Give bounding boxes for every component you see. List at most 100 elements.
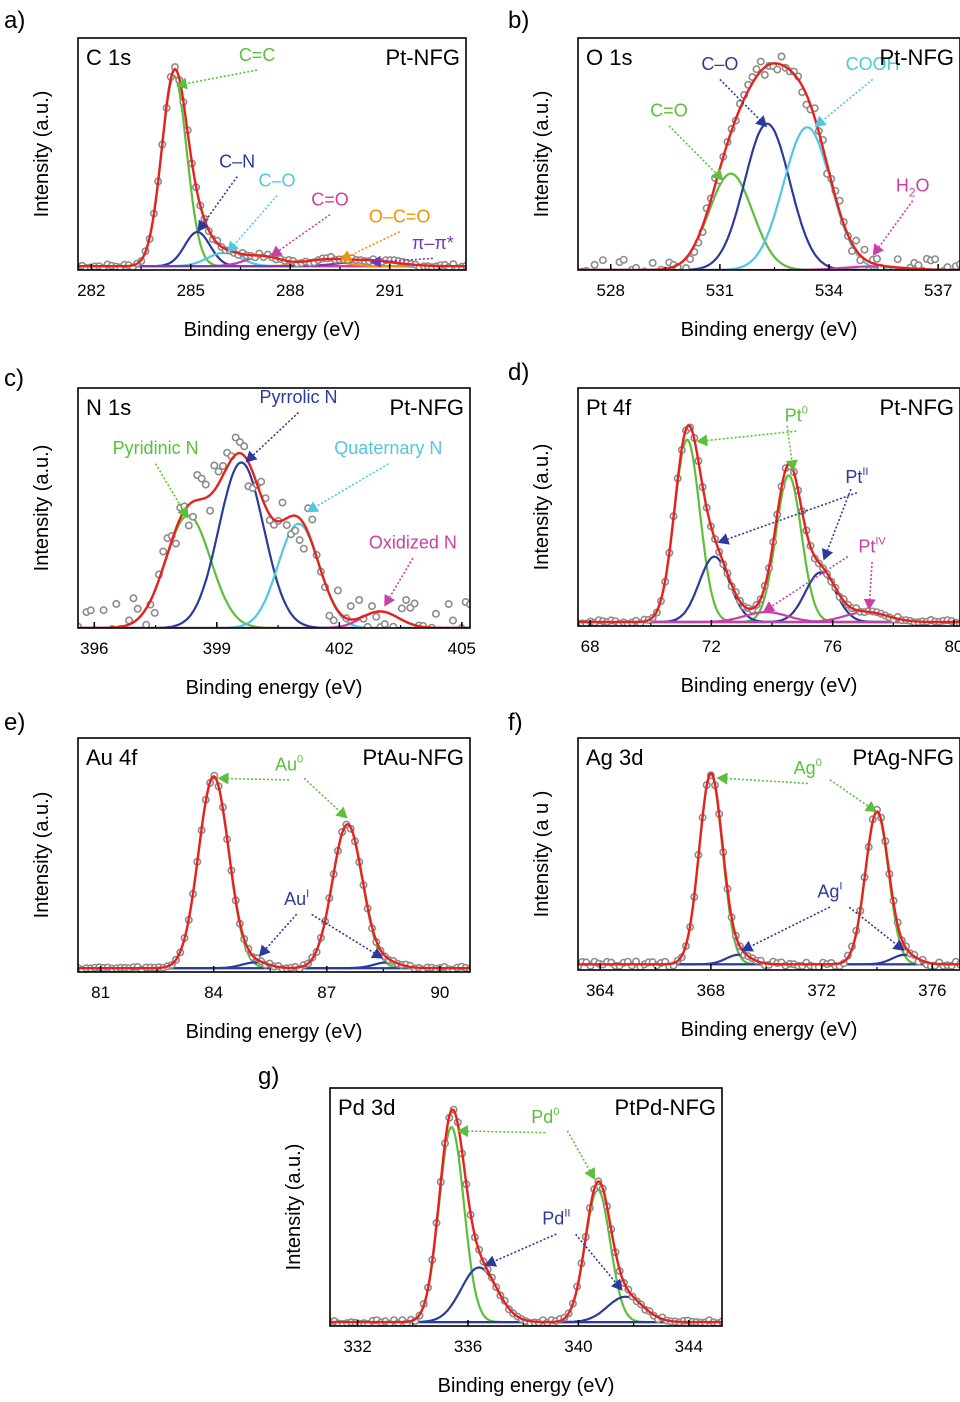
x-axis-label: Binding energy (eV) [184, 319, 361, 341]
panel-label: c) [4, 365, 24, 392]
data-point [756, 57, 765, 66]
annotation-arrow-head [717, 533, 730, 545]
data-point [598, 256, 607, 265]
annotation-arrow-head [339, 250, 353, 262]
spectrum-label: Au 4f [86, 745, 138, 770]
xps-panel-4: d) Pt0 PtII PtIV 68 72 76 80 Pt 4f Pt-NFG Binding … [508, 359, 960, 697]
x-tick-label: 336 [454, 1337, 482, 1356]
component-curve [578, 474, 960, 624]
x-tick-label: 531 [706, 281, 734, 300]
annotation-arrow-head [711, 168, 724, 181]
data-point [295, 536, 304, 545]
plot-area [575, 52, 960, 283]
annotation-arrow-line [719, 78, 761, 120]
annotation-arrow-line [575, 1233, 617, 1283]
data-point [949, 272, 955, 278]
envelope-curve [78, 774, 470, 970]
annotation-arrow-head [245, 450, 258, 463]
data-point [582, 266, 591, 270]
envelope-curve [578, 424, 960, 624]
annotation-label: AgI [817, 881, 842, 902]
data-point [257, 477, 266, 486]
sample-label: PtAu-NFG [363, 745, 464, 770]
x-tick-label: 537 [924, 281, 952, 300]
annotation-arrow-head [872, 243, 885, 256]
annotation-arrow-line [771, 555, 849, 607]
data-point [441, 636, 447, 642]
annotation-label: PdII [542, 1208, 570, 1229]
annotation-label: C=C [239, 45, 276, 65]
annotation-arrow-head [177, 506, 189, 519]
component-curve [578, 438, 960, 624]
annotation-arrow-line [380, 257, 433, 263]
annotation-arrow-line [727, 491, 858, 540]
data-point [282, 521, 291, 530]
data-point [218, 461, 227, 470]
annotation-label: Pd0 [531, 1106, 559, 1127]
data-point [122, 640, 128, 646]
component-curve [578, 172, 960, 270]
data-point [139, 630, 145, 636]
component-curve [78, 461, 470, 628]
component-curve [578, 773, 960, 966]
annotation-arrow-head [892, 939, 905, 951]
data-point [752, 65, 761, 74]
annotation-arrow-line [868, 562, 873, 600]
plot-frame [329, 1087, 723, 1327]
annotation-arrow-head [821, 548, 834, 561]
x-tick-label: 399 [203, 639, 231, 658]
annotation-label: PtII [845, 466, 868, 487]
panel-label: g) [258, 1063, 279, 1090]
envelope-curve [78, 67, 466, 268]
envelope-curve [330, 1108, 722, 1324]
annotation-arrow-line [707, 430, 797, 442]
annotation-arrow-line [750, 906, 831, 947]
panel-label: e) [4, 709, 25, 736]
x-axis-label: Binding energy (eV) [681, 675, 858, 697]
data-point [380, 620, 389, 628]
plot-frame [77, 387, 471, 629]
data-point [363, 622, 372, 628]
data-point [612, 274, 618, 280]
data-point [619, 255, 628, 264]
data-point [201, 480, 210, 489]
annotation-label: C–O [701, 54, 738, 74]
data-point [575, 277, 581, 283]
data-point [402, 595, 411, 604]
data-point [410, 599, 419, 608]
data-point [773, 65, 782, 74]
annotation-arrow-line [186, 69, 258, 85]
plot-frame [77, 737, 471, 973]
x-tick-label: 528 [597, 281, 625, 300]
annotation-arrow-line [826, 488, 852, 551]
envelope-curve [578, 62, 960, 270]
data-point [346, 602, 355, 611]
data-point [872, 254, 881, 263]
x-tick-label: 282 [77, 281, 105, 300]
sample-label: Pt-NFG [389, 395, 464, 420]
x-tick-label: 72 [702, 637, 721, 656]
annotation-arrow-head [864, 800, 877, 813]
data-point [142, 620, 151, 628]
annotation-arrow-line [467, 1130, 546, 1134]
x-tick-label: 84 [204, 983, 223, 1002]
annotation-arrow-line [389, 557, 414, 598]
x-tick-label: 80 [944, 637, 960, 656]
data-point [777, 52, 786, 61]
annotation-arrow-line [566, 1130, 591, 1171]
data-point [189, 512, 198, 521]
annotation-arrow-line [228, 777, 290, 781]
annotation-arrow-line [727, 777, 808, 785]
data-point [172, 539, 181, 548]
annotation-arrow-head [175, 77, 188, 90]
xps-panel-1: a) C=C C–NC–O C=O O–C=O π–π* 282 285 288 291 C 1s P… [4, 7, 467, 341]
data-point [852, 236, 861, 245]
x-tick-label: 405 [448, 639, 476, 658]
data-point [397, 604, 406, 613]
data-point [299, 544, 308, 553]
annotation-arrow-line [848, 906, 897, 945]
data-point [372, 612, 381, 621]
annotation-label: C–N [219, 151, 255, 171]
annotation-arrow-head [716, 772, 728, 785]
annotation-arrow-head [584, 1167, 596, 1180]
